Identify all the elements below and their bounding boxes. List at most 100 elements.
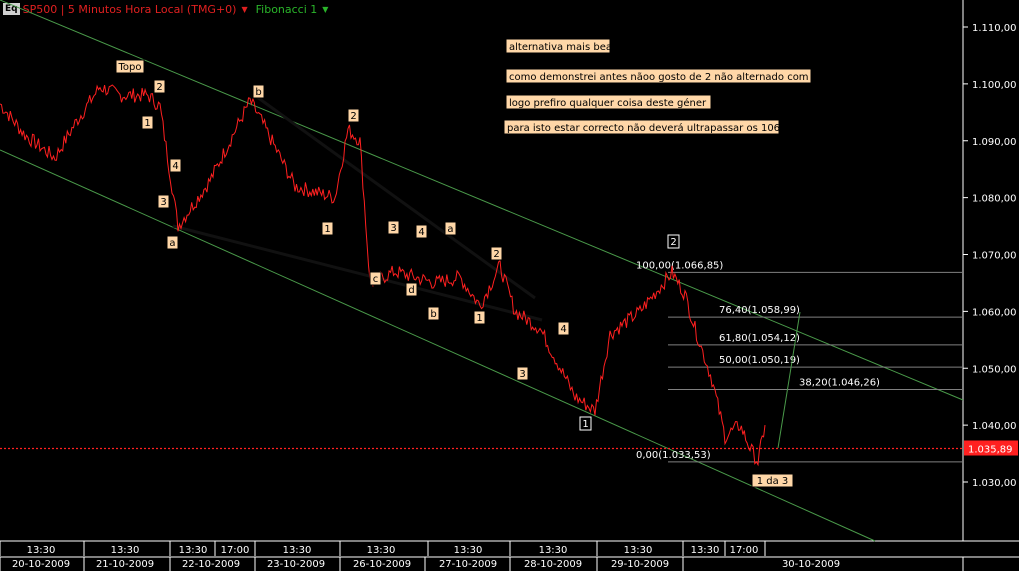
x-time-label: 17:00 — [730, 545, 759, 556]
wave-label-box — [157, 194, 170, 209]
x-date-label: 30-10-2009 — [782, 559, 840, 570]
x-date-label: 22-10-2009 — [182, 559, 240, 570]
wave-label: 1 da 3 — [757, 476, 789, 487]
note-text: alternativa mais bear — [509, 42, 617, 53]
wave-label-box — [169, 158, 182, 173]
fib-level-label: 100,00(1.066,85) — [636, 260, 723, 271]
wave-label: b — [430, 309, 436, 320]
note-text: para isto estar correcto não deverá ultr… — [507, 122, 786, 134]
wave-label: 2 — [670, 237, 676, 248]
topo-label: Topo — [118, 62, 142, 73]
wave-label-box — [405, 282, 418, 297]
indicator-dropdown-icon[interactable]: ▼ — [322, 4, 329, 14]
fib-level-label: 50,00(1.050,19) — [719, 355, 800, 366]
note-box — [503, 119, 780, 135]
y-tick-label: 1.050,00 — [972, 364, 1017, 375]
x-time-label: 17:00 — [221, 545, 250, 556]
wave-label: 3 — [390, 223, 396, 234]
wave-label: 2 — [350, 111, 356, 122]
wave-label-box — [751, 473, 794, 488]
wave-label-box — [321, 221, 334, 236]
wave-label: 3 — [519, 369, 525, 380]
wave-label: 4 — [172, 161, 178, 172]
x-time-label: 13:30 — [367, 545, 396, 556]
note-box — [505, 94, 712, 110]
wedge-upper-line — [256, 95, 536, 300]
wave-label-box — [252, 84, 265, 99]
current-price-tag — [964, 440, 1018, 456]
wave-label: 1 — [476, 313, 482, 324]
wave-label-box — [387, 220, 400, 235]
x-time-label: 13:30 — [691, 545, 720, 556]
fib-level-label: 61,80(1.054,12) — [719, 333, 800, 344]
x-date-label: 28-10-2009 — [524, 559, 582, 570]
indicator-label[interactable]: Fibonacci 1 — [255, 2, 318, 16]
chart-header: Eq SP500 | 5 Minutos Hora Local (TMG+0) … — [0, 0, 963, 18]
wave-label-box — [516, 366, 529, 381]
wave-label-box — [667, 234, 680, 249]
wave-label: a — [447, 224, 453, 235]
current-price-label: 1.035,89 — [968, 445, 1013, 456]
x-time-label: 13:30 — [111, 545, 140, 556]
topo-label-box — [115, 59, 145, 74]
y-tick-label: 1.080,00 — [972, 194, 1017, 205]
wave-label-box — [141, 115, 154, 130]
projection-line — [777, 311, 801, 449]
wedge-lower-line — [172, 224, 543, 322]
wave-label: 1 — [324, 224, 330, 235]
wave-label-box — [347, 108, 360, 123]
wave-label-box — [153, 79, 166, 94]
note-text: como demonstrei antes nãoo gosto de 2 nã… — [509, 72, 818, 83]
wave-label: 4 — [560, 324, 566, 335]
note-box — [505, 38, 611, 54]
x-date-label: 29-10-2009 — [611, 559, 669, 570]
fib-level-label: 38,20(1.046,26) — [799, 378, 880, 389]
wave-label-box — [444, 221, 457, 236]
price-series-line[interactable] — [0, 84, 766, 467]
x-time-label: 13:30 — [539, 545, 568, 556]
x-date-label: 27-10-2009 — [439, 559, 497, 570]
wave-label: 3 — [160, 197, 166, 208]
wave-label: 1 — [582, 419, 588, 430]
wave-label: 2 — [156, 82, 162, 93]
wave-label-box — [427, 306, 440, 321]
x-time-label: 13:30 — [454, 545, 483, 556]
x-date-label: 21-10-2009 — [96, 559, 154, 570]
wave-label: a — [169, 238, 175, 249]
x-time-label: 13:30 — [283, 545, 312, 556]
y-tick-label: 1.090,00 — [972, 137, 1017, 148]
channel-upper-line — [0, 0, 964, 401]
wave-label: b — [255, 87, 261, 98]
wave-label-box — [473, 310, 486, 325]
wave-label-box — [490, 246, 503, 261]
wave-label-box — [415, 224, 428, 239]
x-time-label: 13:30 — [27, 545, 56, 556]
note-box — [505, 68, 812, 84]
wave-label-box — [369, 271, 382, 286]
y-tick-label: 1.040,00 — [972, 421, 1017, 432]
note-text: logo prefiro qualquer coisa deste géner — [509, 97, 707, 109]
wave-label-box — [579, 416, 592, 431]
fib-level-label: 0,00(1.033,53) — [636, 450, 711, 461]
x-time-label: 13:30 — [624, 545, 653, 556]
y-tick-label: 1.070,00 — [972, 251, 1017, 262]
wave-label: d — [408, 285, 414, 296]
y-tick-label: 1.030,00 — [972, 478, 1017, 489]
symbol-label[interactable]: SP500 | 5 Minutos Hora Local (TMG+0) — [22, 2, 237, 16]
wave-label-box — [166, 235, 179, 250]
x-date-label: 23-10-2009 — [267, 559, 325, 570]
symbol-dropdown-icon[interactable]: ▼ — [241, 4, 248, 14]
y-tick-label: 1.100,00 — [972, 80, 1017, 91]
x-date-label: 20-10-2009 — [12, 559, 70, 570]
fib-level-label: 76,40(1.058,99) — [719, 305, 800, 316]
x-time-label: 13:30 — [179, 545, 208, 556]
channel-lower-line — [0, 149, 876, 542]
wave-label: 2 — [493, 249, 499, 260]
y-tick-label: 1.110,00 — [972, 23, 1017, 34]
y-tick-label: 1.060,00 — [972, 307, 1017, 318]
wave-label: c — [373, 274, 379, 285]
wave-label: 4 — [418, 227, 424, 238]
wave-label-box — [557, 321, 570, 336]
